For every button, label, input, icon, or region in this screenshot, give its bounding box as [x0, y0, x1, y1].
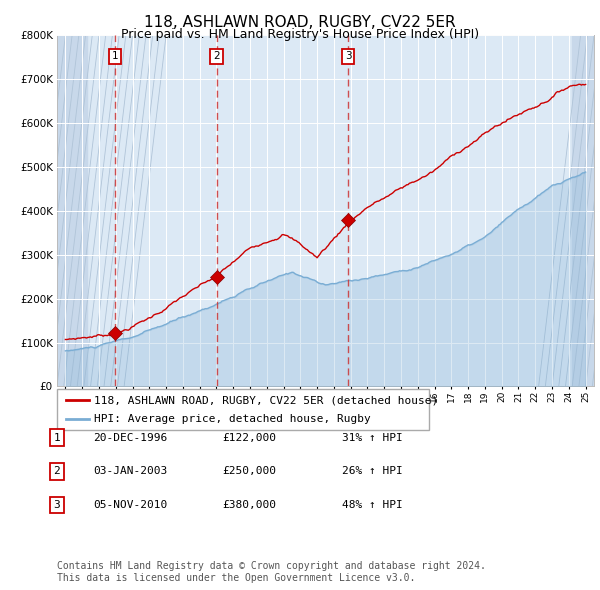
Text: 31% ↑ HPI: 31% ↑ HPI: [342, 433, 403, 442]
Text: 2: 2: [53, 467, 61, 476]
Text: 05-NOV-2010: 05-NOV-2010: [93, 500, 167, 510]
Text: 118, ASHLAWN ROAD, RUGBY, CV22 5ER (detached house): 118, ASHLAWN ROAD, RUGBY, CV22 5ER (deta…: [94, 395, 439, 405]
Text: 3: 3: [344, 51, 351, 61]
Text: Price paid vs. HM Land Registry's House Price Index (HPI): Price paid vs. HM Land Registry's House …: [121, 28, 479, 41]
Text: 1: 1: [53, 433, 61, 442]
Text: £122,000: £122,000: [222, 433, 276, 442]
Text: Contains HM Land Registry data © Crown copyright and database right 2024.
This d: Contains HM Land Registry data © Crown c…: [57, 561, 486, 583]
Text: £250,000: £250,000: [222, 467, 276, 476]
Text: 03-JAN-2003: 03-JAN-2003: [93, 467, 167, 476]
FancyBboxPatch shape: [57, 389, 429, 430]
Text: 2: 2: [213, 51, 220, 61]
Text: 3: 3: [53, 500, 61, 510]
Text: 118, ASHLAWN ROAD, RUGBY, CV22 5ER: 118, ASHLAWN ROAD, RUGBY, CV22 5ER: [144, 15, 456, 30]
Text: 26% ↑ HPI: 26% ↑ HPI: [342, 467, 403, 476]
Text: 20-DEC-1996: 20-DEC-1996: [93, 433, 167, 442]
Text: HPI: Average price, detached house, Rugby: HPI: Average price, detached house, Rugb…: [94, 415, 371, 424]
Text: 48% ↑ HPI: 48% ↑ HPI: [342, 500, 403, 510]
Text: £380,000: £380,000: [222, 500, 276, 510]
Text: 1: 1: [112, 51, 119, 61]
Bar: [572, 35, 594, 386]
Bar: [57, 35, 87, 386]
